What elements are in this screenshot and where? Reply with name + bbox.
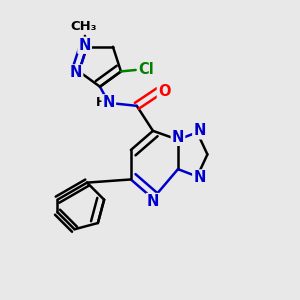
Text: O: O: [158, 84, 170, 99]
Text: N: N: [70, 65, 82, 80]
Text: N: N: [193, 170, 206, 185]
Text: N: N: [103, 95, 115, 110]
Text: CH₃: CH₃: [70, 20, 97, 33]
Text: N: N: [147, 194, 159, 209]
Text: N: N: [78, 38, 91, 53]
Text: H: H: [96, 96, 106, 110]
Text: Cl: Cl: [139, 62, 154, 77]
Text: N: N: [193, 123, 206, 138]
Text: N: N: [172, 130, 184, 145]
